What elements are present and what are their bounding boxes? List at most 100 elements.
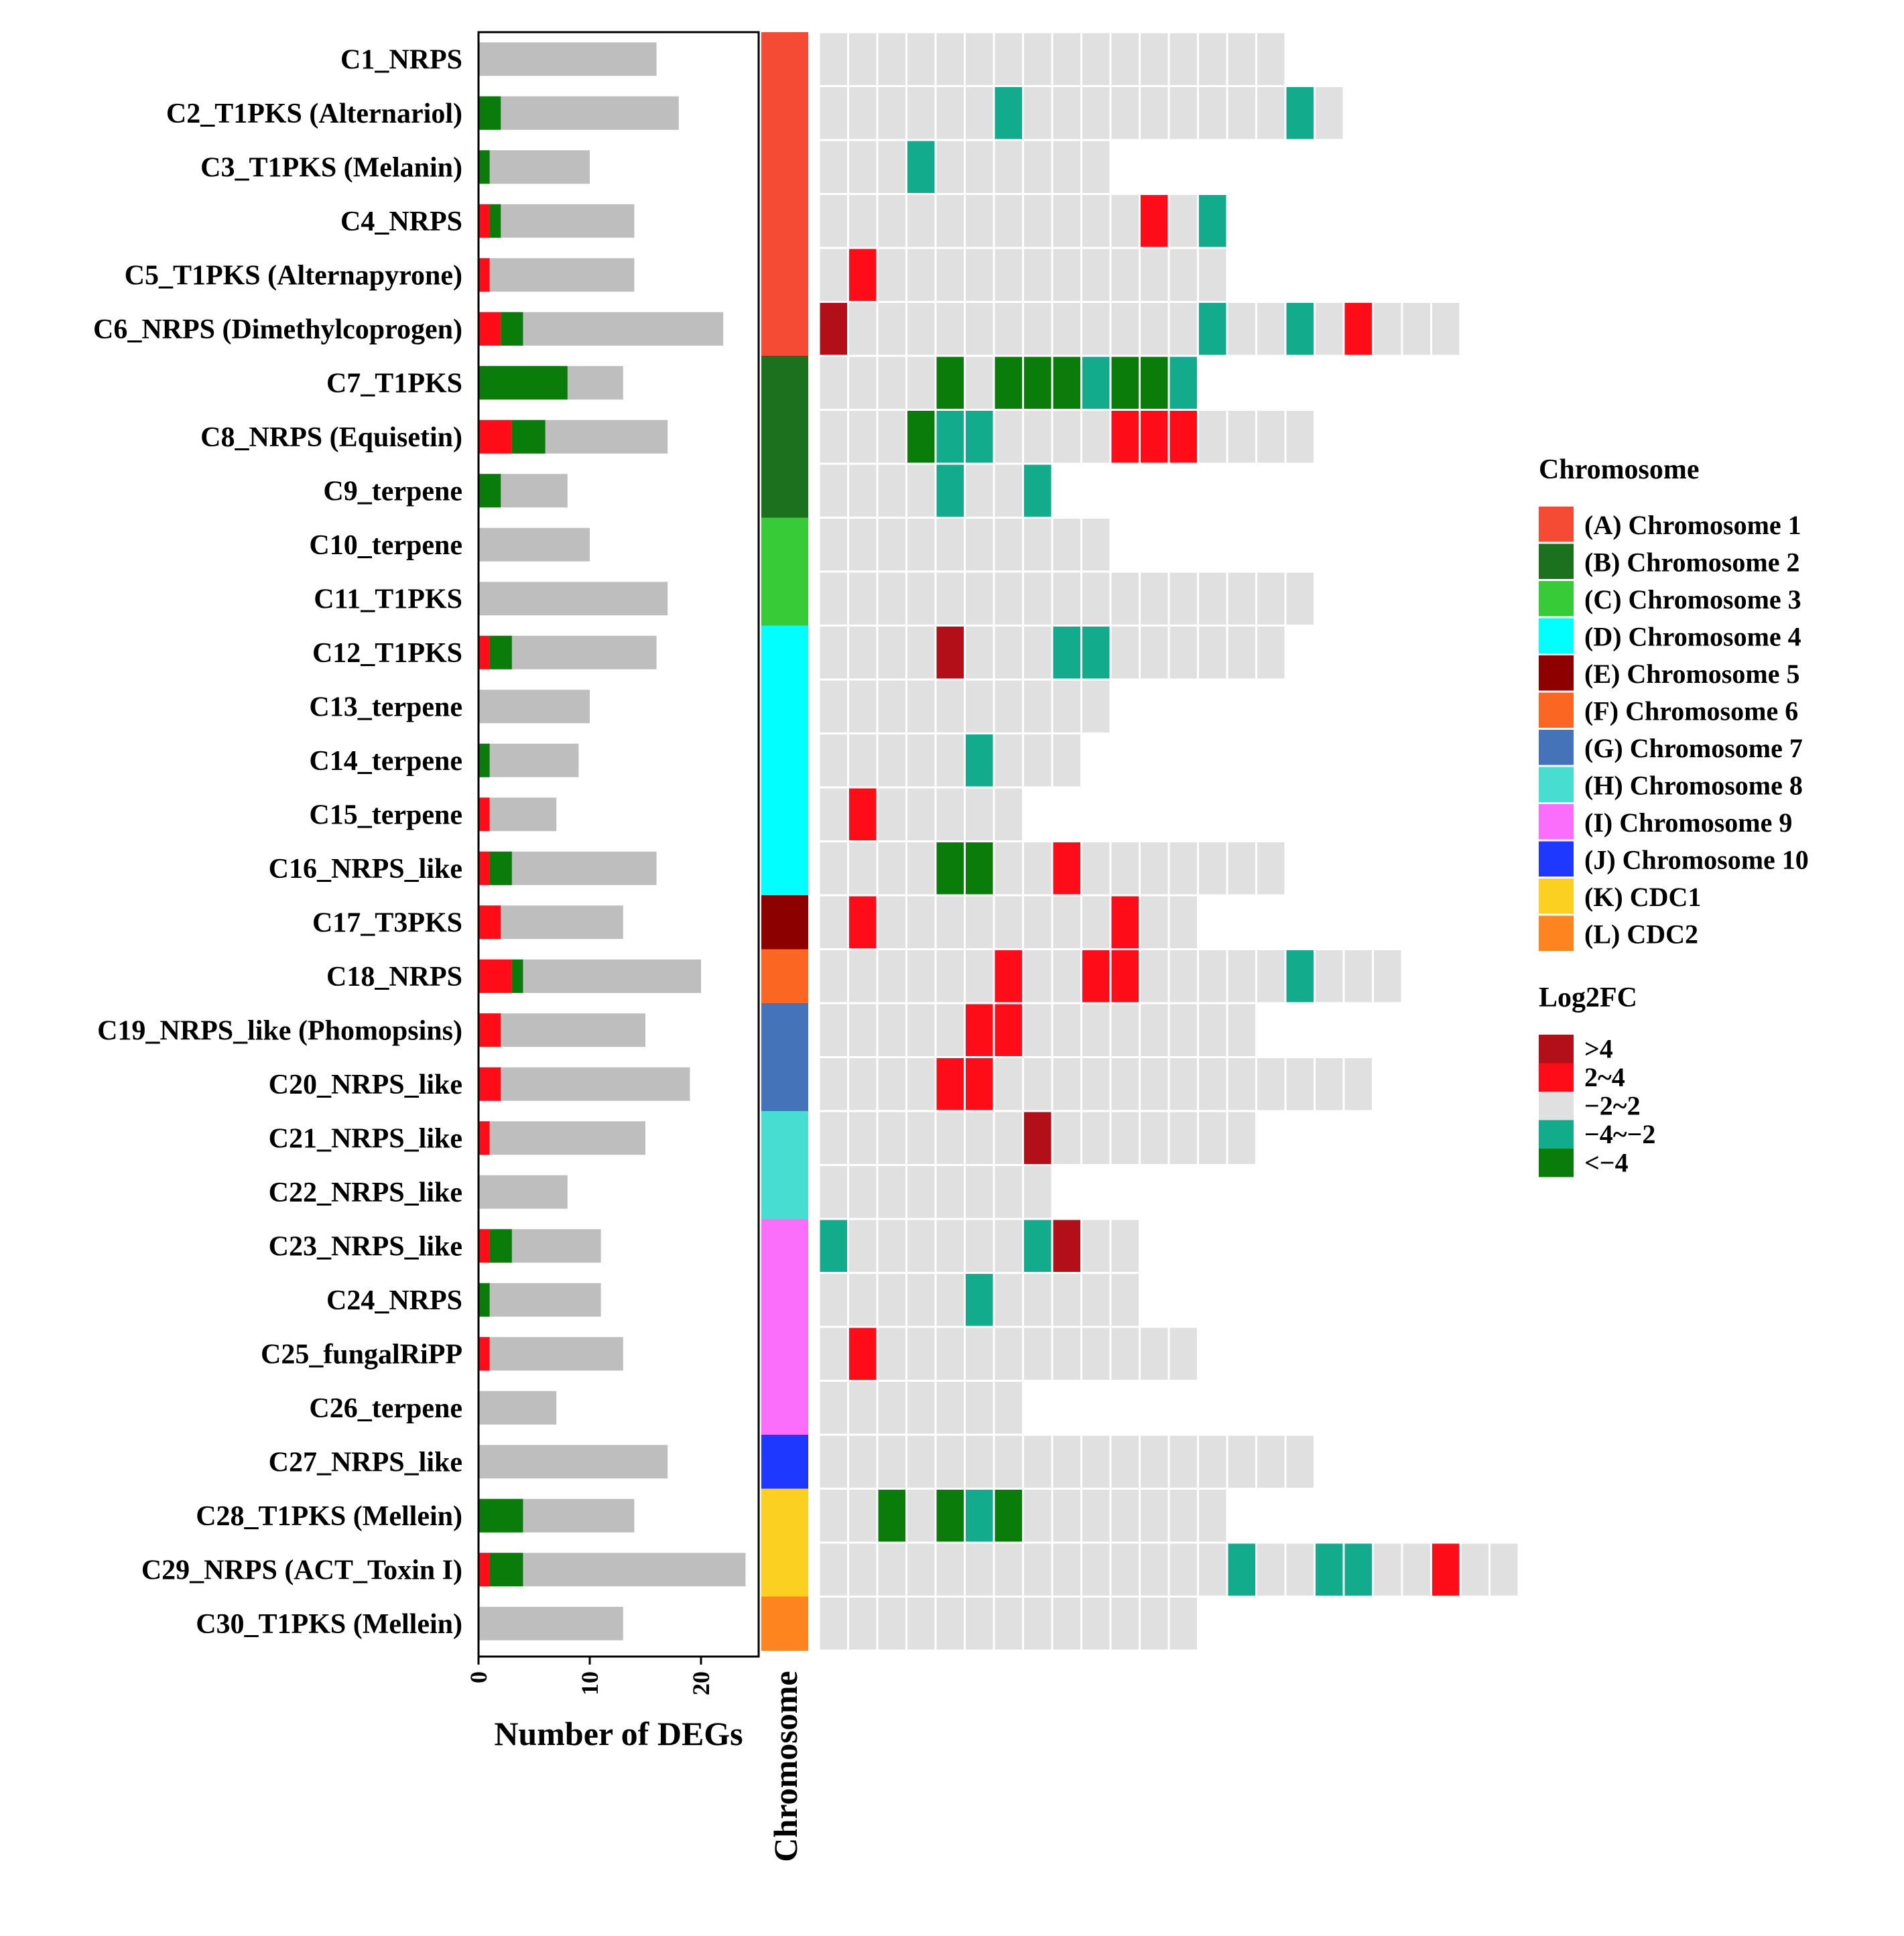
heatmap-cell <box>905 1056 937 1112</box>
heatmap-cell <box>1109 625 1141 681</box>
heatmap-cell <box>1051 85 1082 141</box>
heatmap-cell <box>818 625 849 681</box>
heatmap-cell <box>1139 1433 1170 1490</box>
heatmap-cell <box>1284 301 1316 357</box>
bar-down <box>489 1553 523 1587</box>
heatmap-cell <box>993 354 1024 411</box>
bar-down <box>489 851 512 885</box>
heatmap-cell <box>876 948 907 1005</box>
bar-up <box>479 1067 501 1101</box>
heatmap-cell <box>1139 1326 1170 1382</box>
heatmap-cell <box>1139 1056 1170 1112</box>
cluster-label: C17_T3PKS <box>312 907 462 938</box>
heatmap-cell <box>1022 840 1054 897</box>
heatmap-cell <box>964 786 995 842</box>
heatmap-cell <box>993 409 1024 465</box>
heatmap-cell <box>1197 1110 1228 1166</box>
heatmap-cell <box>934 31 966 87</box>
heatmap-cell <box>876 1596 907 1652</box>
cluster-label: C6_NRPS (Dimethylcoprogen) <box>93 314 462 345</box>
chromosome-legend-swatch <box>1539 915 1574 951</box>
heatmap-cell <box>818 732 849 789</box>
heatmap-cell <box>876 31 907 87</box>
heatmap-cell <box>876 840 907 897</box>
heatmap-cell <box>1080 1218 1112 1274</box>
heatmap-cell <box>1167 1002 1199 1058</box>
heatmap-cell <box>993 1056 1024 1112</box>
heatmap-cell <box>818 139 849 195</box>
heatmap-cell <box>847 570 879 627</box>
heatmap-cell <box>1167 1596 1199 1652</box>
heatmap-cell <box>1051 1218 1082 1274</box>
heatmap-cell <box>876 354 907 411</box>
heatmap-cell <box>993 193 1024 249</box>
heatmap-cell <box>934 1218 966 1274</box>
heatmap-cell <box>993 85 1024 141</box>
heatmap-cell <box>934 85 966 141</box>
chromosome-legend-swatch <box>1539 804 1574 840</box>
heatmap-cell <box>1080 1002 1112 1058</box>
heatmap-cell <box>1372 301 1403 357</box>
heatmap-cell <box>1167 625 1199 681</box>
heatmap-cell <box>905 570 937 627</box>
bar-down <box>489 204 501 238</box>
chromosome-legend: Chromosome (A) Chromosome 1 (B) Chromosom… <box>1539 454 1809 951</box>
chromosome-cell <box>761 680 808 734</box>
heatmap-cell <box>905 1541 937 1598</box>
heatmap-cell <box>1109 1326 1141 1382</box>
chromosome-cell <box>761 895 808 950</box>
heatmap-cell <box>1080 301 1112 357</box>
chromosome-legend-label: (L) CDC2 <box>1584 919 1698 949</box>
heatmap-cell <box>1314 301 1345 357</box>
chromosome-cell <box>761 32 808 86</box>
heatmap-cell <box>1022 732 1054 789</box>
cluster-label: C14_terpene <box>309 746 462 777</box>
heatmap-cell <box>876 409 907 465</box>
heatmap-cell <box>1022 948 1054 1005</box>
heatmap-cell <box>1022 1056 1054 1112</box>
heatmap-cell <box>905 409 937 465</box>
heatmap-cell <box>1051 139 1082 195</box>
cluster-label: C7_T1PKS <box>326 368 462 399</box>
heatmap-cell <box>1109 1002 1141 1058</box>
heatmap-cell <box>876 1433 907 1490</box>
heatmap-cell <box>993 1002 1024 1058</box>
bar-down <box>479 1498 523 1533</box>
heatmap-cell <box>964 1433 995 1490</box>
chromosome-legend-swatch <box>1539 507 1574 542</box>
heatmap-cell <box>905 1164 937 1220</box>
heatmap-cell <box>1197 1002 1228 1058</box>
heatmap-cell <box>964 31 995 87</box>
bar-total <box>479 1283 601 1317</box>
heatmap-cell <box>1197 1056 1228 1112</box>
heatmap-cell <box>847 409 879 465</box>
heatmap-cell <box>934 354 966 411</box>
heatmap-cell <box>1284 570 1316 627</box>
heatmap-cell <box>818 948 849 1005</box>
chromosome-legend-swatch <box>1539 730 1574 765</box>
bar-total <box>479 1121 645 1155</box>
heatmap-cell <box>964 193 995 249</box>
heatmap-cell <box>847 625 879 681</box>
heatmap-cell <box>1051 193 1082 249</box>
cluster-label: C27_NRPS_like <box>269 1447 462 1478</box>
bar-down <box>479 366 568 400</box>
heatmap-cell <box>818 409 849 465</box>
heatmap-cell <box>1022 894 1054 950</box>
heatmap-cell <box>905 732 937 789</box>
heatmap-cell <box>1139 31 1170 87</box>
heatmap-cell <box>1284 1433 1316 1490</box>
heatmap-cell <box>1197 409 1228 465</box>
heatmap-cell <box>905 678 937 734</box>
chromosome-cell <box>761 733 808 788</box>
bar-total <box>479 258 635 292</box>
heatmap-cell <box>964 354 995 411</box>
heatmap-cell <box>964 1218 995 1274</box>
heatmap-cell <box>1051 1541 1082 1598</box>
heatmap-cell <box>818 1326 849 1382</box>
bar-total <box>479 1175 568 1209</box>
heatmap-cell <box>1459 1541 1490 1598</box>
heatmap-cell <box>905 85 937 141</box>
heatmap-cell <box>1051 247 1082 303</box>
heatmap-cell <box>1022 517 1054 573</box>
